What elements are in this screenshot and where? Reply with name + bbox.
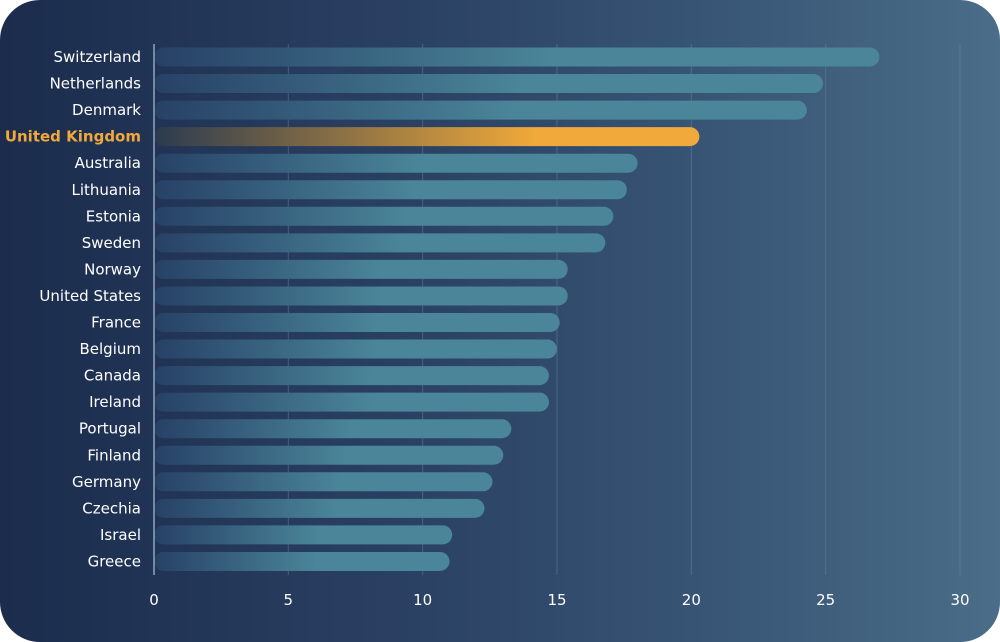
bar-canada: [154, 366, 549, 386]
bar-australia: [154, 153, 638, 173]
bar-israel: [154, 525, 453, 545]
category-label: Estonia: [86, 207, 141, 225]
bar-portugal: [154, 419, 512, 439]
bar-united-states: [154, 286, 568, 306]
bar-germany: [154, 472, 493, 492]
category-label: Denmark: [72, 101, 141, 119]
bar-lithuania: [154, 180, 627, 200]
category-label: United Kingdom: [5, 128, 141, 146]
x-axis-ticks: 0 5 10 15 20 25 30: [149, 591, 969, 609]
bar-united-kingdom: [154, 127, 700, 147]
category-label: Norway: [84, 260, 141, 278]
x-tick-label: 5: [284, 591, 294, 609]
bar-norway: [154, 259, 568, 279]
category-label: Czechia: [82, 499, 141, 517]
category-label: Lithuania: [72, 181, 141, 199]
category-label: Netherlands: [50, 75, 142, 93]
category-label: Canada: [84, 367, 141, 385]
x-tick-label: 0: [149, 591, 159, 609]
category-label: Israel: [100, 526, 141, 544]
category-label: Switzerland: [54, 48, 142, 66]
bars: [154, 47, 880, 571]
category-labels: Switzerland Netherlands Denmark United King…: [5, 48, 141, 570]
bar-belgium: [154, 339, 557, 359]
x-tick-label: 15: [547, 591, 566, 609]
x-tick-label: 20: [682, 591, 701, 609]
category-label: Greece: [88, 552, 141, 570]
category-label: France: [91, 314, 141, 332]
bar-denmark: [154, 100, 807, 120]
bar-finland: [154, 445, 504, 465]
x-tick-label: 30: [950, 591, 969, 609]
bar-netherlands: [154, 74, 823, 94]
x-tick-label: 10: [413, 591, 432, 609]
category-label: Sweden: [82, 234, 141, 252]
category-label: Finland: [87, 446, 141, 464]
bar-switzerland: [154, 47, 880, 67]
category-label: Australia: [75, 154, 141, 172]
x-tick-label: 25: [816, 591, 835, 609]
grid-lines: [287, 44, 961, 575]
category-label: Belgium: [80, 340, 142, 358]
bar-czechia: [154, 498, 485, 518]
category-label: Ireland: [89, 393, 141, 411]
bar-ireland: [154, 392, 549, 412]
category-label: Portugal: [79, 420, 141, 438]
category-label: United States: [39, 287, 141, 305]
bar-estonia: [154, 206, 614, 226]
bar-france: [154, 313, 560, 332]
category-label: Germany: [72, 473, 141, 491]
bar-greece: [154, 551, 450, 571]
bar-sweden: [154, 233, 606, 253]
